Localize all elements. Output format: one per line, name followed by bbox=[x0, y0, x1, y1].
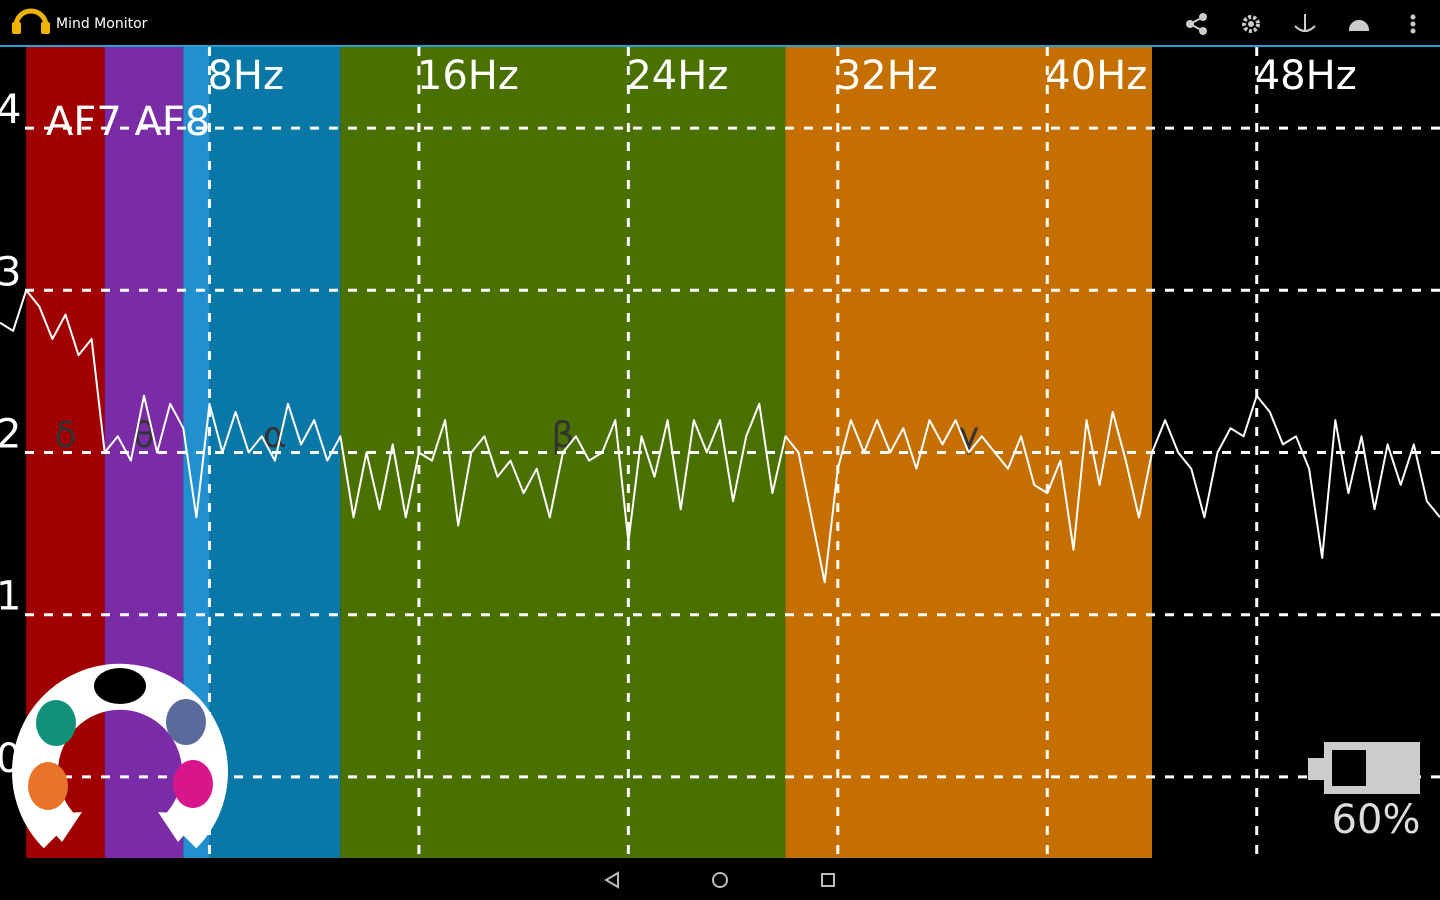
back-button[interactable] bbox=[604, 871, 619, 889]
share-button[interactable] bbox=[1186, 13, 1207, 35]
home-button[interactable] bbox=[712, 872, 728, 888]
marker-button[interactable] bbox=[1294, 14, 1316, 32]
y-tick-label: 2 bbox=[0, 412, 21, 458]
x-tick-label: 24Hz bbox=[626, 53, 728, 99]
y-tick-label: 3 bbox=[0, 249, 21, 295]
battery-label: 60% bbox=[1332, 797, 1421, 843]
band-label: α bbox=[263, 415, 287, 456]
y-tick-label: 1 bbox=[0, 574, 21, 620]
spectrum-line bbox=[0, 289, 1440, 584]
headset-status-icon bbox=[12, 663, 228, 849]
settings-button[interactable] bbox=[1242, 15, 1260, 33]
x-tick-label: 16Hz bbox=[417, 53, 519, 99]
x-tick-label: 40Hz bbox=[1045, 53, 1147, 99]
band-label: δ bbox=[54, 415, 76, 456]
menu-button[interactable] bbox=[1410, 14, 1416, 34]
battery-icon bbox=[1308, 742, 1420, 794]
channel-label: AF7 AF8 bbox=[46, 99, 210, 145]
x-tick-label: 8Hz bbox=[207, 53, 284, 99]
x-tick-label: 32Hz bbox=[836, 53, 938, 99]
x-tick-label: 48Hz bbox=[1255, 53, 1357, 99]
app-title: Mind Monitor bbox=[56, 16, 148, 32]
band-label: β bbox=[551, 415, 574, 456]
app-icon bbox=[12, 8, 50, 34]
y-tick-label: 4 bbox=[0, 87, 21, 133]
record-button[interactable] bbox=[1348, 20, 1370, 31]
app-bar bbox=[0, 0, 1440, 45]
recents-button[interactable] bbox=[821, 873, 835, 887]
